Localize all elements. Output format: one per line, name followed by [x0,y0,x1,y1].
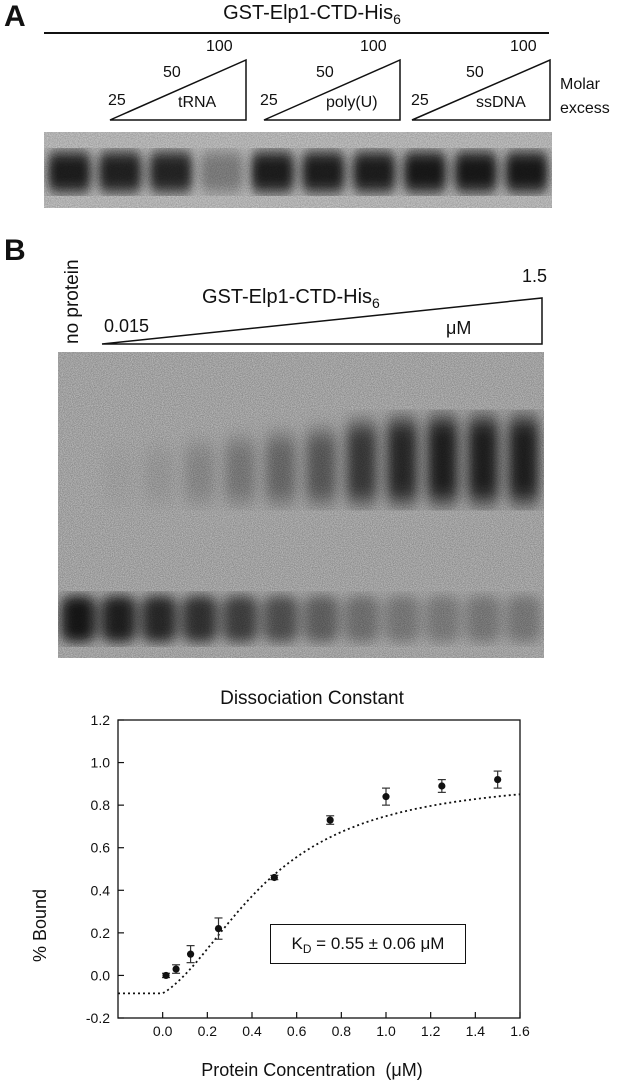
x-tick-label: 0.0 [153,1023,173,1039]
group3-amount-25: 25 [411,92,429,109]
x-tick-label: 0.6 [287,1023,307,1039]
max-concentration-label: 1.5 [522,266,548,286]
y-tick-label: 0.0 [91,967,111,983]
panel-a-top-rule [44,32,549,34]
group2-amount-100: 100 [360,38,387,55]
panel-a-construct-label: GST-Elp1-CTD-His6 [0,2,624,27]
x-tick-label: 0.8 [332,1023,352,1039]
group1-wedge [109,58,247,121]
min-concentration-label: 0.015 [104,316,150,336]
x-tick-label: 1.2 [421,1023,441,1039]
panel-b-construct-label: GST-Elp1-CTD-His6 [202,286,380,311]
chart-frame [117,719,521,1019]
group1-amount-100: 100 [206,38,233,55]
kd-value: = 0.55 ± 0.06 μM [311,934,445,953]
x-tick-label: 0.4 [242,1023,262,1039]
x-tick-label: 1.4 [466,1023,486,1039]
group2-amount-25: 25 [260,92,278,109]
chart-xlabel: Protein Concentration (μM) [201,1060,423,1080]
y-tick-label: 1.0 [91,755,111,771]
data-point [162,971,170,980]
x-tick-label: 1.0 [376,1023,396,1039]
group2-amount-50: 50 [316,64,334,81]
gel-a [44,132,552,208]
unit-label: μM [446,318,472,338]
group3-amount-100: 100 [510,38,537,55]
group3-amount-50: 50 [466,64,484,81]
panel-b-construct-text: GST-Elp1-CTD-His [202,286,373,308]
y-tick-label: 1.2 [91,712,111,728]
y-tick-label: -0.2 [86,1010,110,1026]
x-tick-label: 1.6 [510,1023,530,1039]
y-tick-label: 0.4 [91,882,111,898]
y-tick-label: 0.6 [91,840,111,856]
group3-wedge [411,58,551,121]
kd-prefix: K [291,934,303,953]
data-point [326,816,334,824]
panel-a-construct-subscript: 6 [393,10,401,27]
binding-chart: -0.2 0.0 0.2 0.4 0.6 0.8 1.0 1.2 0.0 0.2 0.4 0.6 0.8… [86,712,530,1039]
excess-label: excess [560,100,610,117]
chart-title: Dissociation Constant [220,688,404,709]
group1-amount-50: 50 [163,64,181,81]
group2-competitor-label: poly(U) [326,94,378,111]
concentration-wedge [101,297,543,345]
panel-a-letter: A [4,0,26,33]
group2-wedge [263,58,401,121]
data-point [186,950,195,958]
data-point [382,793,390,801]
data-point [494,776,502,784]
x-tick-label: 0.2 [198,1023,218,1039]
molar-label: Molar [560,76,601,93]
y-tick-label: 0.2 [91,925,111,941]
data-point [214,925,223,933]
group3-competitor-label: ssDNA [476,94,526,111]
data-point [270,873,278,882]
gel-b [58,352,544,658]
no-protein-label: no protein [62,259,83,344]
y-tick-label: 0.8 [91,797,111,813]
group1-amount-25: 25 [108,92,126,109]
panel-a-construct-text: GST-Elp1-CTD-His [223,2,394,24]
kd-annotation-box: KD = 0.55 ± 0.06 μM [270,924,466,964]
group1-competitor-label: tRNA [178,94,217,111]
panel-b-construct-subscript: 6 [372,294,380,311]
data-point [438,782,446,790]
panel-b-letter: B [4,234,26,267]
data-point [172,965,180,973]
kd-subscript: D [302,942,312,957]
